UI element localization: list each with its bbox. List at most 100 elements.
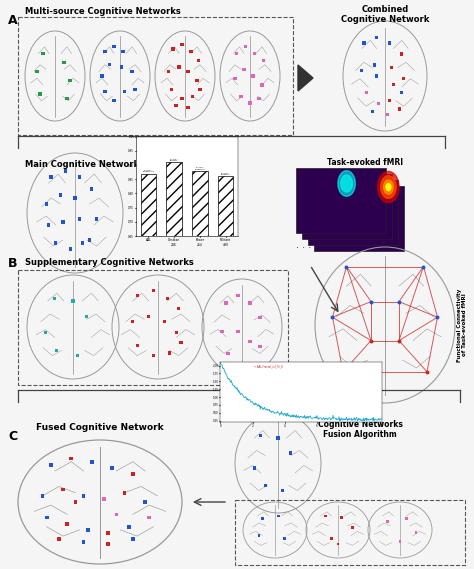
Point bbox=[328, 534, 336, 543]
Point bbox=[121, 488, 128, 497]
Point bbox=[110, 42, 118, 51]
Point bbox=[53, 346, 61, 355]
Point bbox=[63, 94, 71, 103]
Point bbox=[161, 318, 169, 327]
Point bbox=[385, 96, 393, 105]
Point bbox=[373, 72, 381, 81]
Point bbox=[231, 74, 239, 83]
Point bbox=[84, 525, 91, 534]
Bar bbox=[296, 168, 386, 233]
Bar bbox=[166, 162, 182, 421]
Point bbox=[106, 60, 113, 69]
Point bbox=[80, 491, 87, 500]
Polygon shape bbox=[381, 176, 396, 199]
Bar bbox=[18, 17, 293, 135]
Point bbox=[88, 457, 96, 466]
Point bbox=[150, 286, 157, 295]
Point bbox=[257, 431, 264, 440]
Point bbox=[150, 351, 157, 360]
Point bbox=[59, 217, 67, 226]
Point bbox=[109, 463, 116, 472]
Point bbox=[164, 67, 172, 76]
Bar bbox=[18, 270, 288, 385]
Point bbox=[76, 172, 83, 182]
Point bbox=[287, 448, 295, 457]
Point bbox=[222, 299, 230, 308]
Point bbox=[281, 534, 288, 543]
Point bbox=[412, 528, 420, 537]
Point bbox=[83, 312, 91, 321]
Point bbox=[328, 312, 336, 321]
Point bbox=[134, 341, 141, 350]
Text: Task-evoked fMRI: Task-evoked fMRI bbox=[327, 158, 403, 167]
Bar bbox=[141, 174, 156, 421]
Point bbox=[166, 348, 173, 357]
Point bbox=[62, 167, 69, 176]
Point bbox=[47, 460, 55, 469]
Point bbox=[334, 539, 342, 549]
Point bbox=[358, 66, 366, 75]
Text: Main Cognitive Network: Main Cognitive Network bbox=[25, 160, 139, 169]
Point bbox=[175, 304, 182, 314]
Point bbox=[42, 328, 49, 337]
Text: P value =
0.0000035: P value = 0.0000035 bbox=[221, 173, 230, 175]
Point bbox=[398, 88, 406, 97]
Point bbox=[260, 56, 267, 65]
Text: Combined
Cognitive Network: Combined Cognitive Network bbox=[341, 5, 429, 24]
Point bbox=[246, 98, 254, 108]
Point bbox=[258, 514, 266, 523]
Point bbox=[173, 328, 180, 337]
Point bbox=[129, 469, 137, 479]
Text: P value =
0.000000048: P value = 0.000000048 bbox=[143, 170, 154, 172]
Point bbox=[177, 338, 185, 347]
Point bbox=[128, 67, 136, 76]
Point bbox=[224, 349, 232, 358]
Point bbox=[251, 49, 258, 58]
Point bbox=[337, 513, 345, 522]
Point bbox=[371, 60, 378, 69]
Point bbox=[395, 297, 403, 306]
Point bbox=[390, 80, 397, 89]
Point bbox=[249, 72, 257, 81]
Point bbox=[321, 512, 329, 521]
Point bbox=[195, 56, 202, 65]
Point bbox=[33, 67, 41, 76]
Point bbox=[189, 92, 196, 101]
Point bbox=[88, 184, 96, 193]
Point bbox=[100, 494, 108, 504]
Point bbox=[218, 327, 226, 336]
Point bbox=[187, 47, 195, 56]
Point bbox=[39, 491, 46, 500]
Polygon shape bbox=[338, 171, 356, 196]
Point bbox=[39, 49, 47, 58]
Point bbox=[55, 535, 63, 544]
Point bbox=[119, 47, 127, 56]
Point bbox=[72, 497, 79, 506]
Point bbox=[234, 327, 242, 336]
Point bbox=[71, 193, 79, 203]
Point bbox=[193, 76, 201, 85]
Point bbox=[375, 99, 383, 108]
Point bbox=[104, 529, 112, 538]
Text: Supplementary Cognitive Networks: Supplementary Cognitive Networks bbox=[25, 258, 194, 267]
Point bbox=[246, 299, 254, 308]
Point bbox=[256, 341, 264, 351]
Bar bbox=[235, 500, 465, 565]
Text: Cognitive Networks
Fusion Algorithm: Cognitive Networks Fusion Algorithm bbox=[318, 420, 402, 439]
Point bbox=[373, 33, 381, 42]
Point bbox=[395, 336, 403, 345]
Point bbox=[258, 80, 266, 89]
Point bbox=[129, 535, 137, 544]
Point bbox=[246, 337, 254, 346]
Point bbox=[172, 101, 180, 110]
Point bbox=[240, 65, 248, 74]
Point bbox=[66, 76, 74, 85]
Point bbox=[261, 481, 269, 490]
Point bbox=[59, 485, 67, 494]
Bar bbox=[308, 180, 398, 245]
Point bbox=[110, 96, 118, 105]
Point bbox=[164, 294, 171, 303]
Point bbox=[43, 513, 51, 522]
Text: Fused Cognitive Network: Fused Cognitive Network bbox=[36, 423, 164, 432]
Point bbox=[362, 88, 370, 97]
